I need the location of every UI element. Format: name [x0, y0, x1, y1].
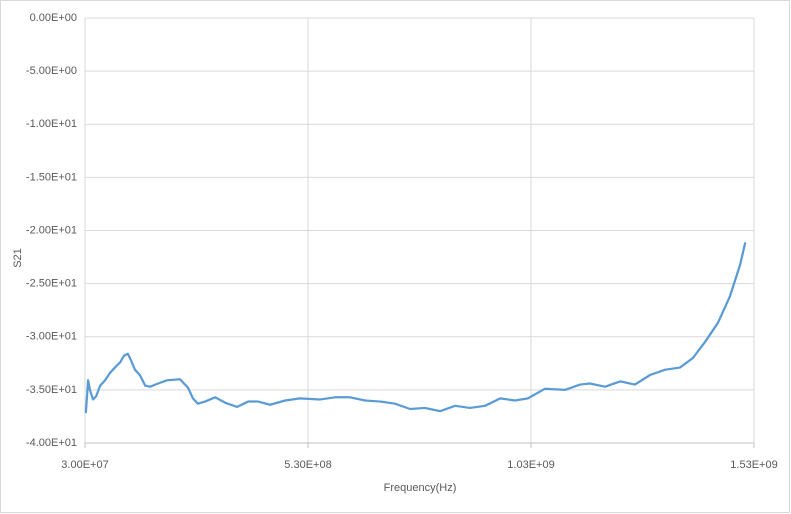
x-tick-label: 1.03E+09: [507, 459, 554, 471]
y-tick-label: -1.50E+01: [26, 171, 77, 183]
y-axis-label: S21: [12, 248, 24, 268]
y-tick-label: 0.00E+00: [30, 12, 77, 24]
y-tick-label: -2.00E+01: [26, 224, 77, 236]
x-tick-label: 3.00E+07: [61, 459, 108, 471]
x-tick-label: 5.30E+08: [284, 459, 331, 471]
y-tick-label: -4.00E+01: [26, 437, 77, 449]
y-tick-label: -1.00E+01: [26, 118, 77, 130]
x-tick-label: 1.53E+09: [730, 459, 777, 471]
y-tick-label: -3.00E+01: [26, 331, 77, 343]
y-tick-label: -3.50E+01: [26, 384, 77, 396]
y-tick-label: -2.50E+01: [26, 278, 77, 290]
x-axis-label: Frequency(Hz): [384, 482, 457, 494]
y-tick-label: -5.00E+00: [26, 65, 77, 77]
data-line: [84, 242, 747, 414]
